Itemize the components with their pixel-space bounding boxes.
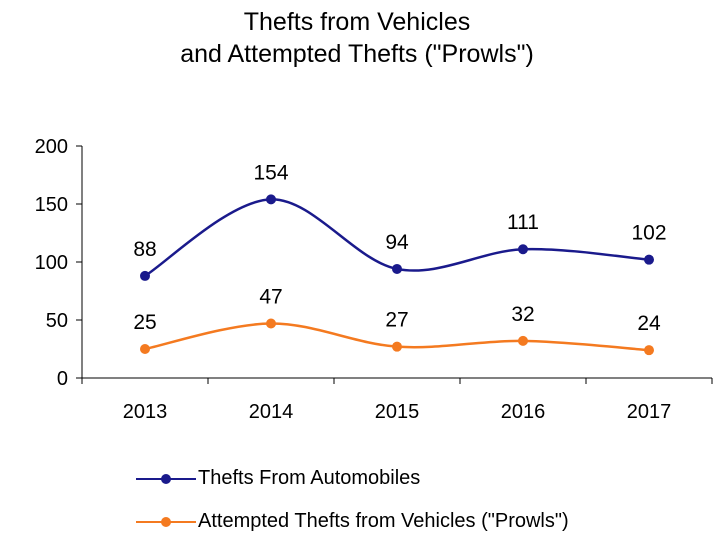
legend-item-series-1: Thefts From Automobiles [136, 466, 420, 490]
x-tick-label: 2013 [123, 401, 168, 423]
legend-label-series-2: Attempted Thefts from Vehicles ("Prowls"… [198, 510, 569, 532]
x-tick-label: 2015 [375, 401, 420, 423]
data-label-series-1: 154 [253, 161, 288, 184]
data-point-series-2 [140, 344, 150, 354]
x-tick-label: 2016 [501, 401, 546, 423]
data-label-series-2: 27 [385, 309, 408, 332]
chart-title-line-2: and Attempted Thefts ("Prowls") [180, 40, 534, 68]
data-label-series-1: 111 [507, 211, 539, 234]
legend-label-series-1: Thefts From Automobiles [198, 467, 421, 489]
y-tick-label: 50 [46, 310, 68, 332]
data-point-series-2 [518, 335, 528, 346]
legend-swatch-series-1 [136, 472, 196, 486]
legend-item-series-2: Attempted Thefts from Vehicles ("Prowls"… [136, 509, 569, 533]
y-tick-label: 100 [35, 252, 68, 274]
data-point-series-1 [518, 244, 528, 255]
data-label-series-2: 32 [511, 303, 534, 326]
data-label-series-2: 47 [259, 285, 282, 308]
chart-title-line-1: Thefts from Vehicles [243, 8, 471, 36]
legend-swatch-series-2 [136, 515, 196, 529]
data-label-series-2: 24 [637, 312, 661, 335]
data-point-series-1 [140, 270, 150, 281]
data-point-series-2 [644, 345, 654, 356]
x-tick-label: 2017 [627, 401, 672, 423]
data-point-series-1 [644, 254, 654, 265]
y-tick-label: 0 [57, 368, 68, 390]
y-tick-label: 200 [35, 136, 68, 158]
data-point-series-2 [392, 341, 402, 352]
data-point-series-1 [392, 263, 402, 274]
data-point-series-2 [266, 318, 276, 329]
x-tick-label: 2014 [249, 401, 294, 423]
data-label-series-1: 94 [385, 231, 409, 254]
data-point-series-1 [266, 194, 276, 205]
data-label-series-1: 102 [631, 222, 666, 245]
y-tick-label: 150 [35, 194, 68, 216]
data-label-series-1: 88 [133, 238, 156, 261]
data-label-series-2: 25 [133, 311, 156, 334]
